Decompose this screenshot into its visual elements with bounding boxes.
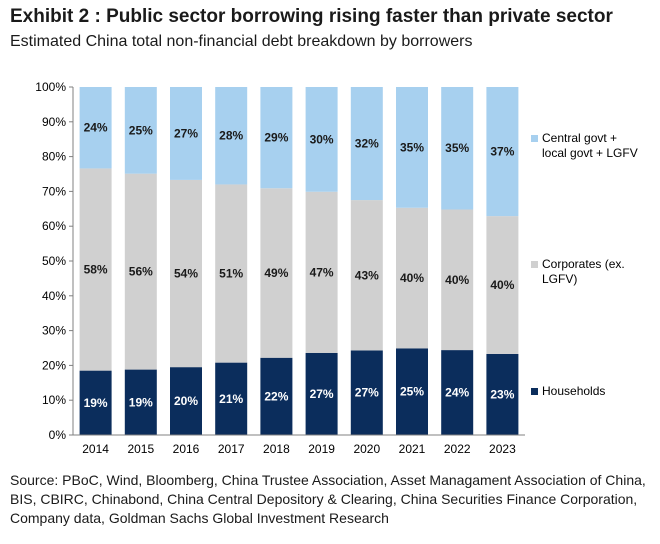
bar-segment xyxy=(170,367,202,435)
x-tick-label: 2016 xyxy=(173,442,200,456)
x-tick-label: 2018 xyxy=(263,442,290,456)
data-label: 51% xyxy=(219,267,243,281)
data-label: 29% xyxy=(264,131,288,145)
y-tick-label: 0% xyxy=(49,428,67,442)
legend-swatch xyxy=(531,135,538,142)
x-tick-label: 2020 xyxy=(353,442,380,456)
y-tick-label: 100% xyxy=(35,80,66,94)
bar-segment xyxy=(486,87,519,217)
legend-swatch xyxy=(531,388,538,395)
data-label: 56% xyxy=(129,265,153,279)
bar-segment xyxy=(305,191,338,353)
data-label: 24% xyxy=(445,386,469,400)
data-label: 25% xyxy=(129,123,153,137)
y-tick-label: 90% xyxy=(42,115,66,129)
source-note: Source: PBoC, Wind, Bloomberg, China Tru… xyxy=(10,472,646,526)
y-tick-label: 70% xyxy=(42,184,66,198)
bar-segment xyxy=(260,87,293,189)
data-label: 30% xyxy=(310,132,334,146)
bar-segment xyxy=(441,209,474,351)
data-label: 40% xyxy=(445,273,469,287)
legend-label: Central govt + local govt + LGFV xyxy=(542,131,638,160)
bar-segment xyxy=(260,188,293,358)
data-label: 19% xyxy=(84,396,108,410)
data-label: 47% xyxy=(310,265,334,279)
bar-segment xyxy=(79,168,112,371)
y-tick-label: 40% xyxy=(42,289,66,303)
bar-segment xyxy=(396,348,428,435)
data-label: 37% xyxy=(490,145,514,159)
bar-segment xyxy=(350,350,383,435)
bar-segment xyxy=(350,200,383,351)
bar-segment xyxy=(215,184,248,363)
bar-segment xyxy=(79,370,112,435)
x-tick-label: 2017 xyxy=(218,442,245,456)
bar-segment xyxy=(124,173,157,370)
data-label: 28% xyxy=(219,129,243,143)
data-label: 35% xyxy=(445,141,469,155)
legend-label: Households xyxy=(542,384,605,398)
bar-segment xyxy=(124,369,157,435)
bar-segment xyxy=(260,357,293,435)
data-label: 23% xyxy=(490,387,514,401)
data-label: 22% xyxy=(264,389,288,403)
data-label: 27% xyxy=(310,387,334,401)
bar-segment xyxy=(350,87,383,201)
x-tick-label: 2014 xyxy=(82,442,109,456)
data-label: 43% xyxy=(355,268,379,282)
x-tick-label: 2021 xyxy=(399,442,426,456)
bar-segment xyxy=(486,216,519,354)
data-label: 40% xyxy=(490,278,514,292)
data-label: 49% xyxy=(264,266,288,280)
y-tick-label: 10% xyxy=(42,393,66,407)
bar-segment xyxy=(79,87,112,169)
bar-segment xyxy=(215,87,248,185)
bar-segment xyxy=(305,352,338,435)
data-label: 54% xyxy=(174,267,198,281)
y-tick-label: 20% xyxy=(42,358,66,372)
legend-label: Corporates (ex. LGFV) xyxy=(542,257,625,286)
x-tick-label: 2015 xyxy=(127,442,154,456)
data-label: 58% xyxy=(84,263,108,277)
legend-swatch xyxy=(531,261,538,268)
bar-segment xyxy=(305,87,338,192)
bar-segment xyxy=(396,207,428,349)
bar-segment xyxy=(441,350,474,435)
data-label: 35% xyxy=(400,140,424,154)
data-label: 25% xyxy=(400,385,424,399)
x-tick-label: 2022 xyxy=(444,442,471,456)
data-label: 19% xyxy=(129,395,153,409)
bar-segment xyxy=(396,87,428,208)
bar-segment xyxy=(215,362,248,435)
bar-segment xyxy=(124,87,157,174)
data-label: 32% xyxy=(355,137,379,151)
chart-title: Exhibit 2 : Public sector borrowing risi… xyxy=(10,6,613,27)
data-label: 21% xyxy=(219,392,243,406)
y-tick-label: 30% xyxy=(42,324,66,338)
data-label: 20% xyxy=(174,394,198,408)
y-tick-label: 60% xyxy=(42,219,66,233)
x-tick-label: 2023 xyxy=(489,442,516,456)
bar-segment xyxy=(170,87,202,180)
y-tick-label: 80% xyxy=(42,150,66,164)
bar-segment xyxy=(441,87,474,210)
data-label: 24% xyxy=(84,121,108,135)
data-label: 40% xyxy=(400,271,424,285)
x-tick-label: 2019 xyxy=(308,442,335,456)
data-label: 27% xyxy=(355,386,379,400)
bar-segment xyxy=(486,353,519,435)
bar-segment xyxy=(170,179,202,368)
data-label: 27% xyxy=(174,126,198,140)
y-tick-label: 50% xyxy=(42,254,66,268)
chart-subtitle: Estimated China total non-financial debt… xyxy=(10,33,473,50)
stacked-bar-chart: 0% 10% 20% 30% 40% 50% 60% 70% 80% 90% 100% 19% 58% 2… xyxy=(35,80,638,456)
